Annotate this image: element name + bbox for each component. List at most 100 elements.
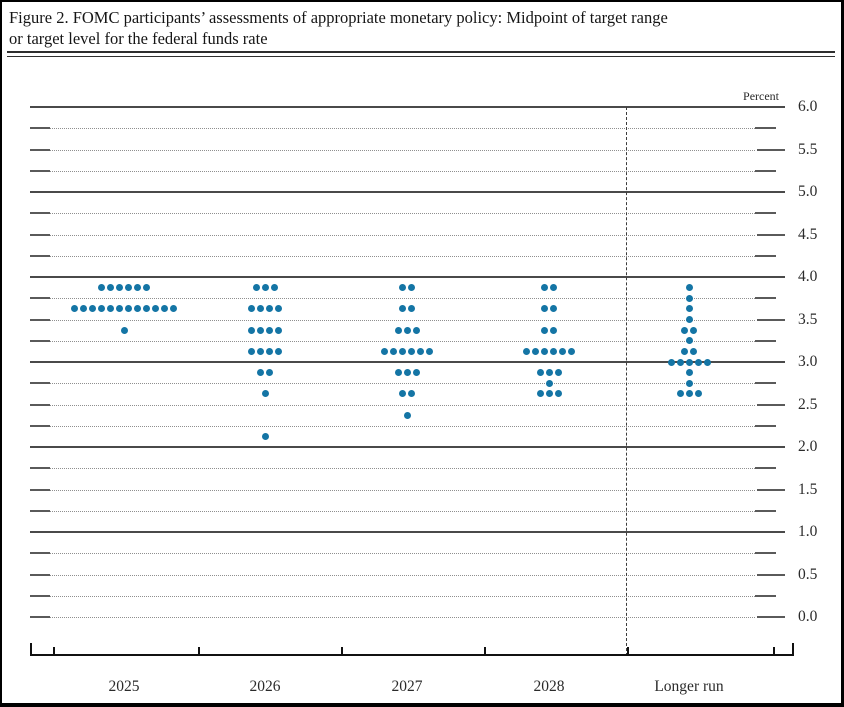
x-axis-tick <box>53 647 55 655</box>
y-tick-right <box>757 574 785 576</box>
projection-dot <box>550 305 557 312</box>
y-axis-label: 4.0 <box>798 268 818 285</box>
gridline-dotted <box>50 617 755 618</box>
gridline-dotted <box>50 405 755 406</box>
y-tick-left <box>30 595 50 597</box>
figure-title-line2: or target level for the federal funds ra… <box>9 29 268 48</box>
x-axis-category-label: 2025 <box>108 678 140 695</box>
y-tick-right <box>757 234 785 236</box>
projection-dot <box>262 284 269 291</box>
projection-dot <box>408 348 415 355</box>
projection-dot <box>546 369 553 376</box>
y-tick-left <box>30 170 50 172</box>
projection-dot <box>399 390 406 397</box>
projection-dot <box>537 390 544 397</box>
projection-dot <box>266 305 273 312</box>
gridline-solid <box>30 446 785 448</box>
axis-corner-tick <box>792 643 794 655</box>
projection-dot <box>681 327 688 334</box>
projection-dot <box>170 305 177 312</box>
x-axis-tick <box>484 647 486 655</box>
x-axis-line <box>30 654 794 656</box>
projection-dot <box>257 369 264 376</box>
projection-dot <box>71 305 78 312</box>
projection-dot <box>98 284 105 291</box>
gridline-dotted <box>50 426 755 427</box>
projection-dot <box>695 390 702 397</box>
gridline-solid <box>30 106 785 108</box>
projection-dot <box>266 369 273 376</box>
projection-dot <box>668 359 675 366</box>
y-axis-label: 0.5 <box>798 566 818 583</box>
y-tick-left <box>30 382 50 384</box>
x-axis-category-label: Longer run <box>654 678 724 695</box>
gridline-dotted <box>50 235 755 236</box>
projection-dot <box>248 348 255 355</box>
projection-dot <box>686 316 693 323</box>
gridline-dotted <box>50 575 755 576</box>
y-tick-left <box>30 127 50 129</box>
projection-dot <box>681 348 688 355</box>
gridline-dotted <box>50 383 755 384</box>
gridline-solid <box>30 531 785 533</box>
x-axis-category-label: 2028 <box>533 678 565 695</box>
y-tick-left <box>30 510 50 512</box>
y-axis-label: 3.5 <box>798 311 818 328</box>
projection-dot <box>686 369 693 376</box>
y-tick-left <box>30 425 50 427</box>
x-axis-tick <box>198 647 200 655</box>
y-tick-left <box>30 489 50 491</box>
y-tick-left <box>30 255 50 257</box>
projection-dot <box>107 284 114 291</box>
y-tick-left <box>30 467 50 469</box>
projection-dot <box>404 412 411 419</box>
y-axis-label: 1.5 <box>798 481 818 498</box>
projection-dot <box>690 348 697 355</box>
projection-dot <box>121 327 128 334</box>
y-tick-right <box>755 297 776 299</box>
y-axis-label: 2.0 <box>798 438 818 455</box>
projection-dot <box>690 327 697 334</box>
y-tick-right <box>755 510 776 512</box>
projection-dot <box>399 305 406 312</box>
y-tick-right <box>755 255 776 257</box>
y-tick-left <box>30 297 50 299</box>
projection-dot <box>271 284 278 291</box>
y-tick-right <box>755 340 776 342</box>
y-tick-right <box>755 595 776 597</box>
y-axis-label: 0.0 <box>798 608 818 625</box>
y-tick-left <box>30 340 50 342</box>
projection-dot <box>541 327 548 334</box>
y-tick-right <box>755 467 776 469</box>
y-tick-left <box>30 149 50 151</box>
projection-dot <box>161 305 168 312</box>
y-tick-right <box>755 170 776 172</box>
gridline-dotted <box>50 341 755 342</box>
projection-dot <box>248 327 255 334</box>
projection-dot <box>532 348 539 355</box>
projection-dot <box>550 348 557 355</box>
projection-dot <box>395 327 402 334</box>
y-tick-left <box>30 574 50 576</box>
projection-dot <box>275 348 282 355</box>
gridline-solid <box>30 361 785 363</box>
projection-dot <box>686 390 693 397</box>
gridline-dotted <box>50 468 755 469</box>
x-axis-category-label: 2026 <box>249 678 281 695</box>
projection-dot <box>550 327 557 334</box>
gridline-dotted <box>50 490 755 491</box>
projection-dot <box>541 305 548 312</box>
projection-dot <box>257 305 264 312</box>
y-tick-left <box>30 319 50 321</box>
gridline-dotted <box>50 256 755 257</box>
projection-dot <box>704 359 711 366</box>
projection-dot <box>399 284 406 291</box>
projection-dot <box>143 284 150 291</box>
gridline-dotted <box>50 298 755 299</box>
projection-dot <box>275 327 282 334</box>
projection-dot <box>89 305 96 312</box>
gridline-dotted <box>50 128 755 129</box>
title-divider-rule <box>7 51 835 57</box>
x-axis-category-label: 2027 <box>391 678 423 695</box>
y-tick-right <box>755 127 776 129</box>
